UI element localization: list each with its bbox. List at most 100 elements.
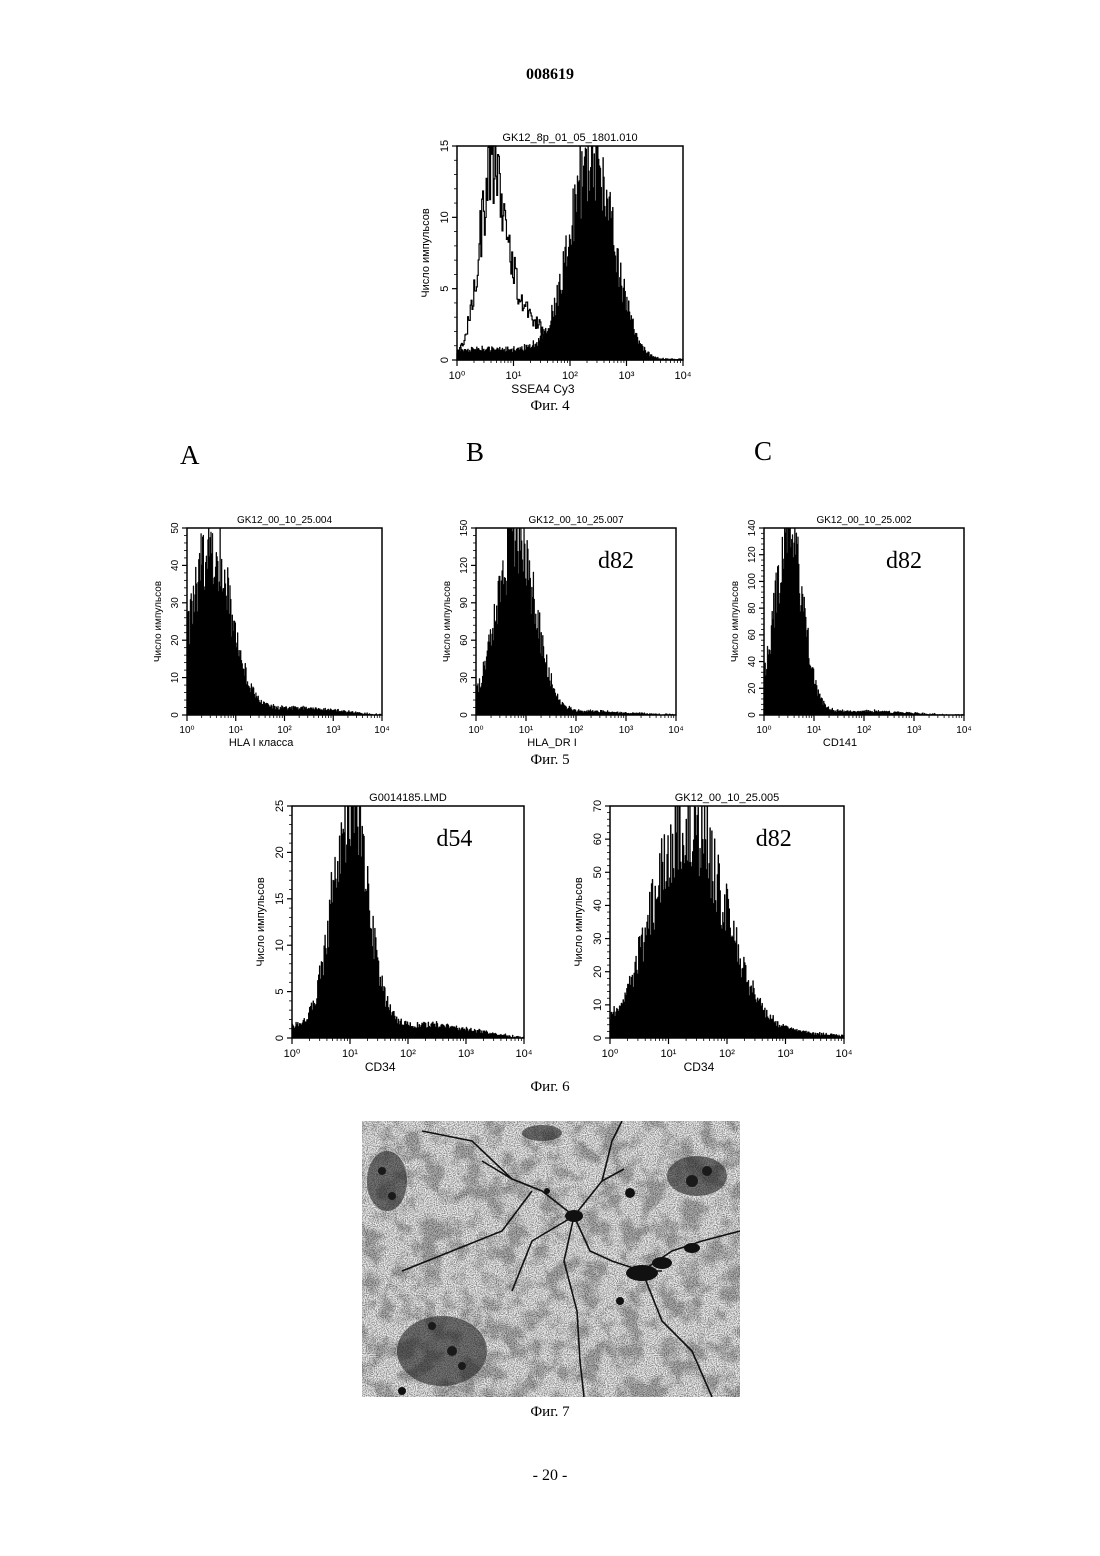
y-axis-label: Число импульсов (442, 581, 453, 662)
x-tick-label: 10⁰ (468, 725, 483, 736)
fig6b-histogram: GK12_00_10_25.005 0 10 20 30 40 50 60 70 10⁰ 10¹ 10… (554, 788, 862, 1083)
panel-label-b: B (466, 437, 484, 468)
histogram-series-filled (292, 806, 524, 1038)
x-tick-label: 10² (562, 370, 578, 382)
chart-title: GK12_8p_01_05_1801.010 (502, 132, 637, 144)
y-tick-label: 10 (274, 939, 286, 951)
chart-title: G0014185.LMD (369, 792, 447, 804)
y-tick-label: 10 (170, 672, 181, 684)
x-tick-label: 10³ (326, 725, 341, 736)
panel-label-c: C (754, 436, 772, 467)
y-tick-label: 40 (592, 899, 604, 911)
x-tick-label: 10¹ (342, 1048, 358, 1060)
y-tick-label: 70 (592, 800, 604, 812)
x-tick-label: 10¹ (661, 1048, 677, 1060)
y-tick-label: 150 (459, 519, 470, 536)
x-tick-label: 10³ (619, 725, 634, 736)
y-tick-label: 120 (459, 557, 470, 574)
y-tick-label: 20 (274, 846, 286, 858)
histogram-series-filled (187, 528, 382, 715)
x-tick-label: 10⁰ (602, 1048, 619, 1060)
sample-annotation: d82 (886, 548, 922, 574)
x-tick-label: 10⁴ (668, 725, 683, 736)
x-tick-label: 10¹ (519, 725, 534, 736)
x-tick-label: 10⁴ (956, 725, 971, 736)
chart-title: GK12_00_10_25.007 (528, 515, 624, 526)
y-axis-label: Число импульсов (255, 877, 267, 967)
x-axis-label: CD141 (823, 737, 857, 749)
fig5b-histogram: GK12_00_10_25.007 0 30 60 90 120 150 10⁰ 10¹ 10² 1… (424, 510, 696, 758)
y-axis-label: Число импульсов (730, 581, 741, 662)
y-tick-label: 60 (747, 629, 758, 641)
y-tick-label: 20 (747, 682, 758, 694)
y-tick-label: 25 (274, 800, 286, 812)
fig7-caption: Фиг. 7 (450, 1404, 650, 1421)
histogram-series-filled (476, 528, 676, 715)
y-tick-label: 40 (747, 656, 758, 668)
fig5c-histogram: GK12_00_10_25.00202040608010012014010⁰10… (712, 510, 984, 758)
x-tick-label: 10⁰ (179, 725, 194, 736)
histogram-series-filled (764, 528, 964, 715)
page-number: - 20 - (0, 1467, 1100, 1485)
fig5-caption: Фиг. 5 (450, 752, 650, 769)
x-axis-label: HLA I класса (229, 737, 294, 749)
y-tick-label: 60 (459, 634, 470, 646)
y-tick-label: 5 (274, 989, 286, 995)
chart-title: GK12_00_10_25.004 (237, 515, 333, 526)
y-tick-label: 15 (274, 893, 286, 905)
y-axis-label: Число импульсов (153, 581, 164, 662)
y-tick-label: 60 (592, 833, 604, 845)
y-tick-label: 0 (439, 357, 451, 363)
y-tick-label: 40 (170, 559, 181, 571)
x-tick-label: 10¹ (506, 370, 522, 382)
sample-annotation: d54 (436, 826, 472, 852)
y-tick-label: 20 (592, 966, 604, 978)
x-tick-label: 10⁴ (675, 370, 692, 382)
y-tick-label: 10 (592, 999, 604, 1011)
x-tick-label: 10⁰ (449, 370, 466, 382)
fig6-caption: Фиг. 6 (450, 1079, 650, 1096)
y-tick-label: 15 (439, 140, 451, 152)
x-tick-label: 10¹ (229, 725, 244, 736)
fig5a-histogram: GK12_00_10_25.0040102030405010⁰10¹10²10³… (132, 510, 404, 758)
x-tick-label: 10² (400, 1048, 416, 1060)
x-tick-label: 10⁴ (374, 725, 389, 736)
y-tick-label: 0 (747, 712, 758, 718)
y-tick-label: 50 (592, 866, 604, 878)
x-tick-label: 10³ (458, 1048, 474, 1060)
y-tick-label: 0 (274, 1035, 286, 1041)
y-axis-label: Число импульсов (420, 208, 432, 298)
y-tick-label: 20 (170, 634, 181, 646)
panel-label-a: A (180, 440, 200, 471)
x-tick-label: 10⁰ (284, 1048, 301, 1060)
chart-title: GK12_00_10_25.002 (816, 515, 912, 526)
sample-annotation: d82 (756, 826, 792, 852)
x-tick-label: 10⁴ (516, 1048, 533, 1060)
y-tick-label: 30 (592, 932, 604, 944)
y-axis-label: Число импульсов (573, 877, 585, 967)
y-tick-label: 5 (439, 286, 451, 292)
y-tick-label: 0 (592, 1035, 604, 1041)
y-tick-label: 0 (459, 712, 470, 718)
x-tick-label: 10³ (619, 370, 635, 382)
x-axis-label: HLA_DR I (527, 737, 577, 749)
y-tick-label: 30 (170, 597, 181, 609)
histogram-series-filled (610, 806, 844, 1038)
chart-title: GK12_00_10_25.005 (675, 792, 780, 804)
y-tick-label: 0 (170, 712, 181, 718)
sample-annotation: d82 (598, 548, 634, 574)
y-tick-label: 30 (459, 672, 470, 684)
y-tick-label: 80 (747, 602, 758, 614)
fig7-micrograph (362, 1121, 740, 1397)
x-tick-label: 10³ (778, 1048, 794, 1060)
y-tick-label: 120 (747, 546, 758, 563)
y-tick-label: 50 (170, 522, 181, 534)
y-tick-label: 10 (439, 211, 451, 223)
document-number: 008619 (0, 66, 1100, 84)
x-tick-label: 10² (569, 725, 584, 736)
y-tick-label: 90 (459, 597, 470, 609)
x-tick-label: 10² (857, 725, 872, 736)
x-tick-label: 10¹ (807, 725, 822, 736)
fig4-histogram: GK12_8p_01_05_1801.010 0 5 10 15 10⁰ 10¹ 10² 10³… (405, 128, 695, 400)
x-axis-label: CD34 (684, 1060, 715, 1074)
